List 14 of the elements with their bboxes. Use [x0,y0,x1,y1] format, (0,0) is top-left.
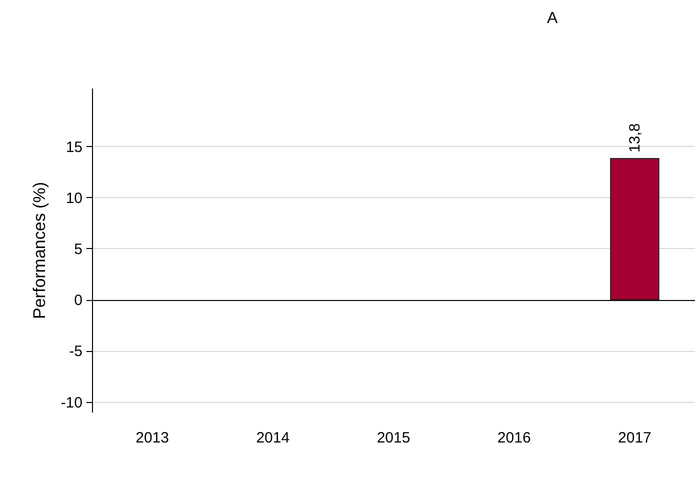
x-tick-label: 2013 [136,430,169,446]
text: A [547,10,558,28]
y-tick-label: 5 [74,240,82,258]
y-tick-label: 15 [66,138,82,156]
y-tick-label: 0 [74,292,82,310]
y-axis-title: Performances (%) [30,182,49,319]
x-tick-label: 2017 [618,430,652,446]
y-tick-label: 10 [66,190,82,207]
x-tick-label: 2016 [497,430,531,446]
x-tick-label: 2015 [376,430,410,446]
y-tick-label: -5 [69,343,82,360]
y-tick-label: -10 [60,394,82,412]
x-tick-label: 2014 [256,430,290,446]
text: 13,8 [626,123,644,153]
